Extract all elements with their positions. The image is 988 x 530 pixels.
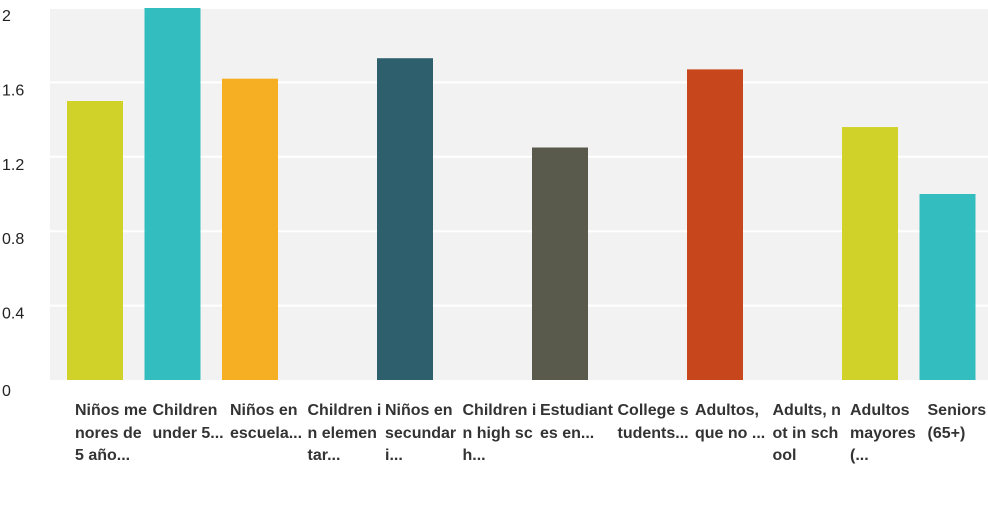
bar: [842, 127, 898, 380]
gridlines: [50, 7, 988, 307]
bars: [67, 8, 976, 381]
bar: [222, 78, 278, 381]
bar: [919, 194, 976, 380]
bar: [687, 69, 743, 380]
bar: [144, 8, 201, 380]
x-category-label: Niños en secundari...: [385, 402, 457, 464]
bar: [532, 147, 588, 380]
y-tick-label: 2: [2, 8, 11, 25]
bar: [67, 101, 123, 380]
x-category-label: Adults, not in school: [772, 402, 841, 464]
x-category-label: Children under 5...: [152, 402, 224, 442]
x-category-label: Seniors (65+): [927, 402, 987, 442]
y-tick-label: 0: [2, 383, 11, 400]
plot-background: [50, 8, 988, 380]
x-category-label: Children in elementar...: [307, 402, 382, 464]
y-tick-label: 1.6: [2, 82, 24, 99]
y-tick-label: 0.4: [2, 306, 24, 323]
x-category-label: Estudiantes en...: [540, 402, 613, 442]
x-category-label: Adultos, que no ...: [695, 402, 766, 442]
x-category-label: Adultos mayores (...: [850, 402, 916, 464]
bar: [377, 58, 433, 380]
y-tick-label: 0.8: [2, 231, 24, 248]
x-category-label: Niños menores de 5 año...: [75, 402, 148, 464]
x-category-label: College students...: [617, 402, 689, 442]
y-axis-tick-labels: 0 0.4 0.8 1.2 1.6 2: [2, 8, 24, 400]
x-category-label: Children in high sch...: [462, 402, 537, 464]
y-tick-label: 1.2: [2, 157, 24, 174]
x-category-label: Niños en escuela...: [230, 402, 303, 442]
